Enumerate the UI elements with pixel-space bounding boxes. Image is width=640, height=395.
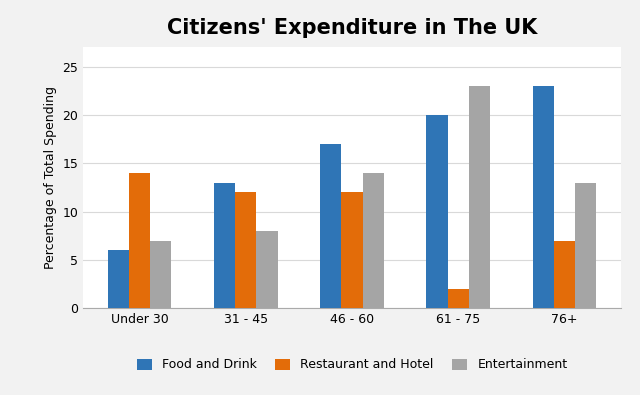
Bar: [214, 182, 235, 308]
Bar: [320, 144, 341, 308]
Bar: [257, 231, 278, 308]
Bar: [129, 173, 150, 308]
Bar: [150, 241, 172, 308]
Bar: [426, 115, 447, 308]
Bar: [108, 250, 129, 308]
Y-axis label: Percentage of Total Spending: Percentage of Total Spending: [44, 86, 57, 269]
Bar: [469, 86, 490, 308]
Bar: [235, 192, 257, 308]
Bar: [532, 86, 554, 308]
Bar: [554, 241, 575, 308]
Bar: [447, 289, 469, 308]
Title: Citizens' Expenditure in The UK: Citizens' Expenditure in The UK: [167, 17, 537, 38]
Bar: [575, 182, 596, 308]
Legend: Food and Drink, Restaurant and Hotel, Entertainment: Food and Drink, Restaurant and Hotel, En…: [132, 354, 572, 376]
Bar: [363, 173, 384, 308]
Bar: [341, 192, 363, 308]
